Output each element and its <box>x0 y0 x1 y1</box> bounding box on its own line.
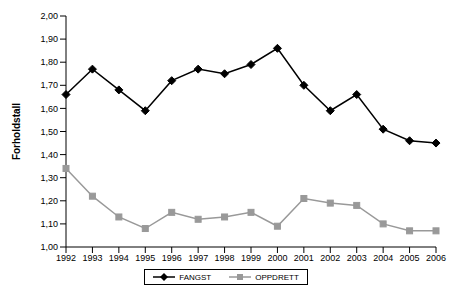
svg-text:1995: 1995 <box>135 253 155 263</box>
html-text:OPPDRETT: OPPDRETT <box>255 272 299 282</box>
svg-text:2006: 2006 <box>426 253 446 263</box>
svg-text:1993: 1993 <box>82 253 102 263</box>
svg-text:2003: 2003 <box>347 253 367 263</box>
svg-text:1998: 1998 <box>215 253 235 263</box>
svg-text:1,40: 1,40 <box>40 150 58 160</box>
svg-text:2001: 2001 <box>294 253 314 263</box>
svg-text:1,20: 1,20 <box>40 196 58 206</box>
svg-text:1996: 1996 <box>162 253 182 263</box>
svg-text:2002: 2002 <box>320 253 340 263</box>
svg-text:1,90: 1,90 <box>40 34 58 44</box>
svg-text:1994: 1994 <box>109 253 129 263</box>
svg-text:1,00: 1,00 <box>40 242 58 252</box>
svg-text:2000: 2000 <box>267 253 287 263</box>
svg-text:1992: 1992 <box>56 253 76 263</box>
svg-text:1997: 1997 <box>188 253 208 263</box>
svg-text:1999: 1999 <box>241 253 261 263</box>
svg-text:2,00: 2,00 <box>40 11 58 21</box>
html-text:FANGST: FANGST <box>179 272 212 282</box>
svg-text:1,50: 1,50 <box>40 127 58 137</box>
svg-text:2004: 2004 <box>373 253 393 263</box>
svg-text:2005: 2005 <box>400 253 420 263</box>
svg-text:1,70: 1,70 <box>40 80 58 90</box>
svg-text:1,80: 1,80 <box>40 57 58 67</box>
svg-text:1,60: 1,60 <box>40 104 58 114</box>
svg-text:1,30: 1,30 <box>40 173 58 183</box>
svg-text:1,10: 1,10 <box>40 219 58 229</box>
svg-text:Forholdstall: Forholdstall <box>11 103 22 160</box>
